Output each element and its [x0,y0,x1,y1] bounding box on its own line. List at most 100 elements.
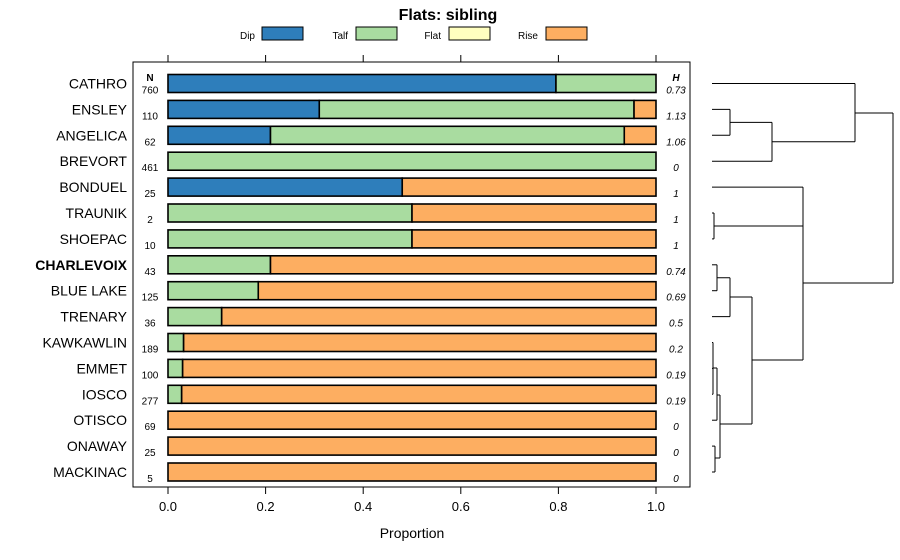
h-value: 1 [673,215,679,226]
x-tick-label: 0.0 [159,499,177,514]
bar-segment-talf [167,384,183,405]
n-value: 10 [144,241,156,252]
row-label: TRAUNIK [66,205,128,221]
n-value: 760 [142,86,159,97]
row-label: BREVORT [60,153,128,169]
row-label: ONAWAY [67,438,128,454]
bar-segment-rise [167,462,657,482]
row-label: BONDUEL [59,179,127,195]
bar-segment-rise [182,332,657,353]
h-value: 1.13 [666,111,686,122]
h-value: 0.74 [666,267,686,278]
n-value: 43 [144,267,156,278]
x-axis-label: Proportion [380,525,445,541]
row-label: ENSLEY [72,101,128,117]
bar-segment-dip [167,99,321,120]
bar-segment-talf [167,255,272,275]
n-column-header: N [146,73,153,84]
legend-swatch-flat [448,26,491,41]
row-label: IOSCO [82,386,127,402]
row-label: KAWKAWLIN [42,335,127,351]
bar-segment-talf [167,332,185,353]
row-label: MACKINAC [53,464,127,480]
row-label: ANGELICA [56,127,127,143]
bar-segment-talf [167,151,657,171]
bar-segment-rise [220,306,657,327]
h-value: 1 [673,241,679,252]
h-value: 0.5 [669,319,683,330]
bar-row: MACKINAC 5 0 [53,462,679,485]
bar-row: SHOEPAC 10 1 [60,229,679,252]
n-value: 100 [142,370,159,381]
x-tick-label: 0.4 [354,499,372,514]
x-tick-label: 0.2 [257,499,275,514]
bar-segment-dip [167,73,557,94]
bar-segment-rise [167,410,657,431]
h-value: 0.19 [666,370,686,381]
row-label: OTISCO [73,412,127,428]
h-value: 0.73 [666,86,686,97]
h-column-header: H [672,73,680,84]
bar-row: TRENARY 36 0.5 [60,306,683,330]
bar-row: CHARLEVOIX 43 0.74 [35,255,686,278]
n-value: 62 [144,137,156,148]
n-value: 36 [144,319,156,330]
bar-segment-rise [180,384,657,405]
chart-title: Flats: sibling [399,7,498,24]
n-value: 5 [147,474,153,485]
bar-segment-dip [167,177,404,197]
bar-row: OTISCO 69 0 [73,410,679,433]
bar-row: ONAWAY 25 0 [67,436,679,459]
bar-row: BREVORT 461 0 [60,151,679,174]
h-value: 1.06 [666,137,686,148]
legend-swatch-talf [355,26,398,41]
dendrogram [712,83,894,473]
legend-label-flat: Flat [424,31,441,42]
bar-segment-rise [401,177,657,197]
bar-row: IOSCO 277 0.19 [82,384,686,407]
x-axis: 0.0 0.2 0.4 0.6 0.8 1.0 [159,55,665,514]
n-value: 189 [142,345,159,356]
bar-segment-rise [411,229,657,249]
bar-segment-rise [411,203,657,223]
h-value: 0 [673,474,679,485]
bar-segment-dip [167,125,272,146]
bar-row: CATHRO 760 0.73 [69,73,686,97]
bar-segment-talf [167,358,184,379]
bar-row: TRAUNIK 2 1 [66,203,679,226]
bar-row: BLUE LAKE 125 0.69 [51,280,686,304]
row-label: CATHRO [69,76,127,92]
n-value: 25 [144,448,156,459]
n-value: 461 [142,163,159,174]
legend-label-rise: Rise [518,31,538,42]
bar-row: ANGELICA 62 1.06 [56,125,686,148]
row-label: BLUE LAKE [51,283,127,299]
bar-segment-talf [269,125,626,146]
x-tick-label: 1.0 [647,499,665,514]
row-label: EMMET [76,360,127,376]
bar-segment-rise [623,125,657,146]
legend-swatch-dip [261,26,304,41]
row-label: CHARLEVOIX [35,257,127,273]
n-value: 25 [144,189,156,200]
plot-frame [132,61,691,488]
x-tick-label: 0.6 [452,499,470,514]
bar-row: ENSLEY 110 1.13 [72,99,686,122]
h-value: 0 [673,422,679,433]
bar-row: EMMET 100 0.19 [76,358,686,381]
row-label: TRENARY [60,309,127,325]
bar-segment-rise [167,436,657,456]
h-value: 0 [673,163,679,174]
h-value: 1 [673,189,679,200]
n-value: 2 [147,215,153,226]
legend: Dip Talf Flat Rise [240,26,588,42]
bar-segment-talf [167,306,223,327]
legend-label-dip: Dip [240,31,255,42]
bar-segment-talf [167,229,413,249]
bar-row: KAWKAWLIN 189 0.2 [42,332,683,356]
bar-segment-talf [555,73,657,94]
n-value: 110 [142,111,158,122]
h-value: 0 [673,448,679,459]
bar-segment-talf [167,280,260,301]
